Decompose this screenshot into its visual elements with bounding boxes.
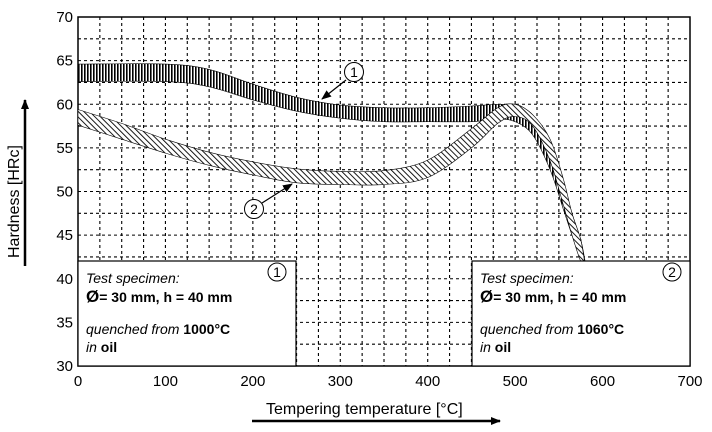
left-quenched-prefix: quenched from (86, 321, 183, 337)
series-2-band (77, 103, 586, 267)
right-box-badge-label: 2 (668, 264, 676, 280)
x-tick-label: 600 (590, 373, 615, 390)
right-box-dimensions: Ø= 30 mm, h = 40 mm (480, 287, 626, 306)
right-quenched-prefix: quenched from (480, 321, 577, 337)
left-box-heading: Test specimen: (86, 270, 180, 286)
y-tick-label: 30 (56, 358, 73, 375)
left-quenched-temp: 1000°C (183, 321, 230, 337)
y-tick-label: 70 (56, 9, 73, 26)
right-box-medium: in oil (480, 339, 511, 355)
left-box-badge (267, 262, 287, 282)
x-tick-label: 400 (415, 373, 440, 390)
y-tick-label: 65 (56, 53, 73, 70)
callout-2: 2 (244, 183, 293, 219)
left-medium: oil (101, 339, 117, 355)
y-tick-label: 45 (56, 227, 73, 244)
right-medium: oil (495, 339, 511, 355)
left-box-dimensions: Ø= 30 mm, h = 40 mm (86, 287, 232, 306)
left-medium-prefix: in (86, 339, 101, 355)
callout-2-arrow (261, 183, 293, 204)
right-diameter-symbol: Ø (480, 287, 493, 306)
left-specimen-box: Test specimen: Ø= 30 mm, h = 40 mm quenc… (77, 260, 297, 367)
x-tick-label: 100 (153, 373, 178, 390)
callout-1-circle (344, 62, 364, 82)
right-dimensions-text: = 30 mm, h = 40 mm (493, 289, 626, 305)
y-tick-label: 35 (56, 314, 73, 331)
callout-1-label: 1 (350, 64, 358, 80)
y-tick-labels: 30 35 40 45 50 55 60 65 70 (56, 9, 73, 375)
x-tick-label: 300 (328, 373, 353, 390)
right-medium-prefix: in (480, 339, 495, 355)
x-tick-label: 500 (503, 373, 528, 390)
x-tick-label: 0 (74, 373, 82, 390)
right-box-badge (662, 262, 682, 282)
callout-2-circle (244, 199, 264, 219)
left-box-badge-label: 1 (273, 264, 281, 280)
x-axis-title: Tempering temperature [°C] (266, 401, 463, 418)
y-tick-label: 50 (56, 184, 73, 201)
plot-frame (77, 16, 691, 367)
right-quenched-temp: 1060°C (577, 321, 624, 337)
y-tick-label: 55 (56, 140, 73, 157)
left-dimensions-text: = 30 mm, h = 40 mm (99, 289, 232, 305)
x-tick-labels: 0 100 200 300 400 500 600 700 (74, 373, 703, 390)
right-box-heading: Test specimen: (480, 270, 574, 286)
y-axis-title: Hardness [HRc] (6, 145, 23, 258)
left-box-quenched: quenched from 1000°C (86, 321, 230, 337)
callout-1-arrow (321, 79, 347, 100)
left-diameter-symbol: Ø (86, 287, 99, 306)
series-1-band (77, 63, 586, 263)
right-box-quenched: quenched from 1060°C (480, 321, 624, 337)
callout-2-label: 2 (250, 201, 258, 217)
x-axis-title-group: Tempering temperature [°C] (252, 401, 501, 425)
y-axis-title-group: Hardness [HRc] (6, 99, 29, 266)
right-specimen-box: Test specimen: Ø= 30 mm, h = 40 mm quenc… (471, 260, 691, 367)
x-tick-label: 200 (240, 373, 265, 390)
x-tick-label: 700 (677, 373, 702, 390)
callout-1: 1 (321, 62, 364, 100)
y-tick-label: 60 (56, 96, 73, 113)
y-tick-label: 40 (56, 271, 73, 288)
left-box-medium: in oil (86, 339, 117, 355)
